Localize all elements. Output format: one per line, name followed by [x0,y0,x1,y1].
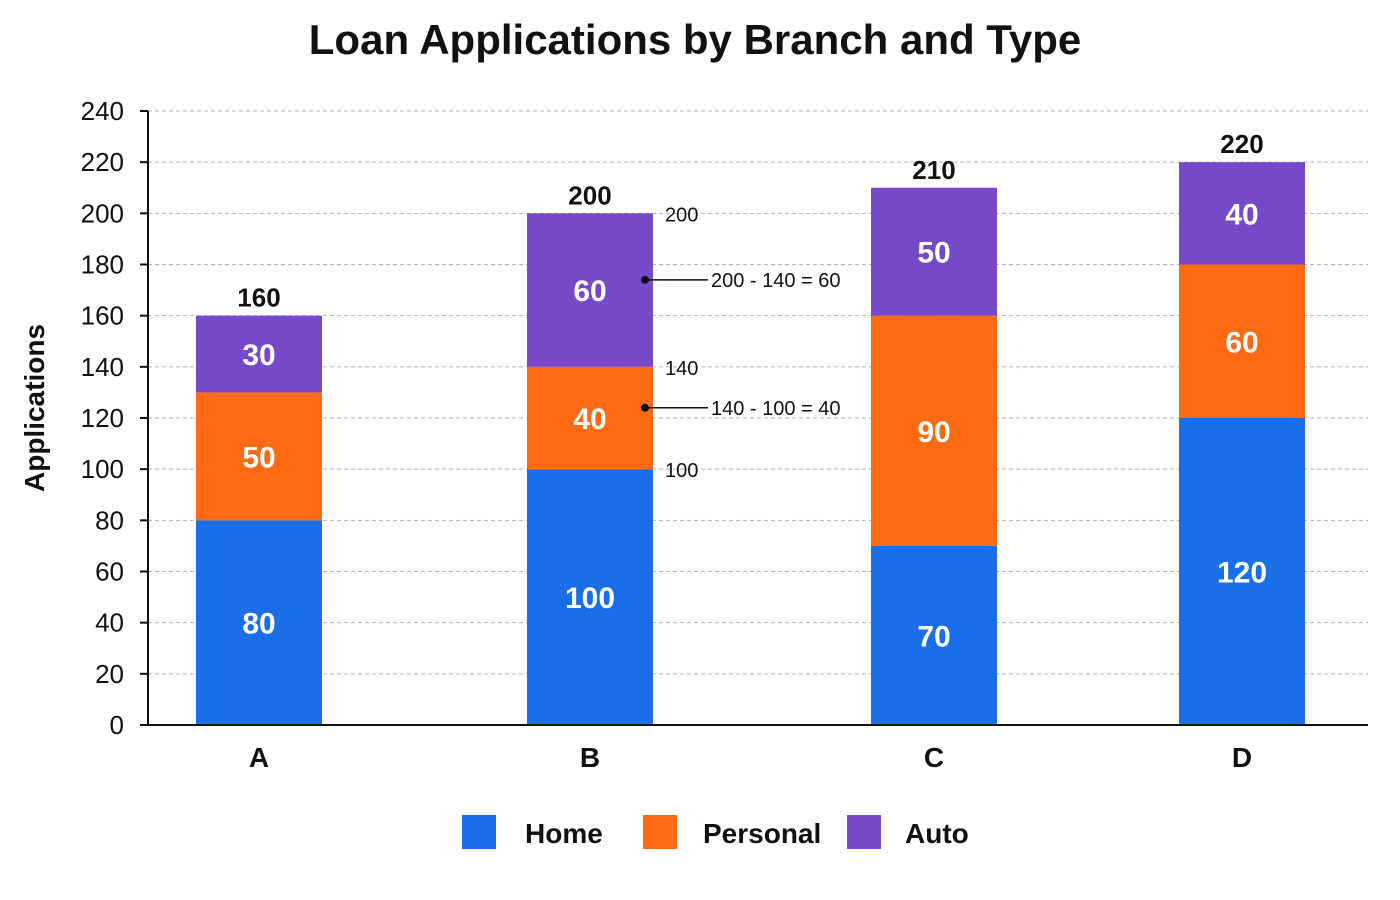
segment-value-label: 30 [242,339,275,372]
legend-swatch-auto [847,815,881,849]
axis-layer: 0 20 40 60 80 100 120 140 160 180 200 220 240 A B C D [81,96,1368,773]
y-tick-label: 120 [81,403,124,433]
bar-segment-d-personal [1179,264,1305,418]
legend: Home Personal Auto [462,815,969,849]
bar-total-label: 210 [912,155,955,185]
grid-layer [148,110,1368,675]
y-tick-label: 100 [81,454,124,484]
y-tick-label: 0 [110,710,124,740]
y-tick-label: 40 [95,608,124,638]
legend-label-auto: Auto [905,818,969,849]
bar-segment-d-home [1179,418,1305,725]
level-label: 100 [665,460,698,482]
segment-value-label: 70 [917,620,950,653]
segment-value-label: 40 [1225,198,1258,231]
bar-segment-c-auto [871,187,997,316]
x-tick-label: B [580,742,600,773]
legend-label-personal: Personal [703,818,821,849]
annotation-layer: 200 140 100 200 - 140 = 60 140 - 100 = 40 [641,204,841,482]
bars-layer: 80 50 30 160 100 40 60 200 70 90 50 210 120 60 40 220 [196,129,1305,725]
x-tick-label: C [924,742,944,773]
y-tick-label: 220 [81,147,124,177]
y-tick-label: 200 [81,198,124,228]
bar-total-label: 200 [568,180,611,210]
y-tick-label: 20 [95,659,124,689]
chart-title: Loan Applications by Branch and Type [309,16,1081,63]
segment-value-label: 50 [917,237,950,270]
bar-segment-b-home [527,469,653,725]
segment-value-label: 60 [1225,326,1258,359]
bar-total-label: 220 [1220,129,1263,159]
bar-segment-a-personal [196,392,322,521]
legend-swatch-personal [643,815,677,849]
y-tick-label: 240 [81,96,124,126]
legend-swatch-home [462,815,496,849]
callout-label: 140 - 100 = 40 [711,398,841,420]
segment-value-label: 120 [1217,557,1267,590]
segment-value-label: 100 [565,582,615,615]
bar-segment-d-auto [1179,162,1305,265]
x-tick-label: A [249,742,269,773]
y-axis-label: Applications [19,324,50,492]
callout-label: 200 - 140 = 60 [711,270,841,292]
y-tick-label: 140 [81,352,124,382]
segment-value-label: 50 [242,441,275,474]
x-tick-label: D [1232,742,1252,773]
level-label: 140 [665,358,698,380]
level-label: 200 [665,204,698,226]
legend-label-home: Home [525,818,603,849]
segment-value-label: 90 [917,416,950,449]
y-tick-label: 180 [81,250,124,280]
bar-segment-c-personal [871,315,997,546]
segment-value-label: 80 [242,608,275,641]
segment-value-label: 60 [573,275,606,308]
y-tick-label: 80 [95,505,124,535]
bar-segment-a-home [196,520,322,725]
y-tick-label: 60 [95,557,124,587]
bar-segment-b-personal [527,366,653,470]
bar-segment-c-home [871,545,997,725]
y-tick-label: 160 [81,301,124,331]
bar-segment-b-auto [527,213,653,367]
bar-segment-a-auto [196,315,322,393]
bar-total-label: 160 [237,283,280,313]
segment-value-label: 40 [573,403,606,436]
